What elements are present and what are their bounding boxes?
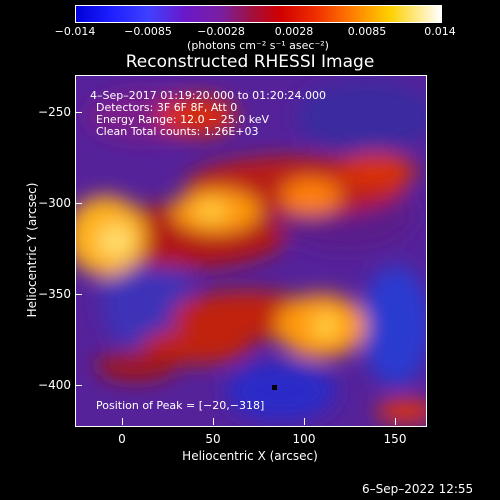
x-tick-mark — [122, 418, 123, 425]
annotation-peak-position: Position of Peak = [−20,−318] — [96, 399, 265, 412]
annotation-clean-counts: Clean Total counts: 1.26E+03 — [96, 125, 259, 138]
annotation-energy-range: Energy Range: 12.0 − 25.0 keV — [96, 113, 270, 126]
x-tick-label: 100 — [292, 432, 316, 446]
colorbar-tick-label: 0.0085 — [347, 25, 387, 38]
y-tick-label: −300 — [38, 196, 71, 210]
x-tick-mark — [304, 418, 305, 425]
image-panel: 4–Sep–2017 01:19:20.000 to 01:20:24.000 … — [75, 75, 427, 427]
x-tick-label: 0 — [118, 432, 126, 446]
x-tick-label: 50 — [205, 432, 221, 446]
reconstructed-image — [76, 76, 426, 426]
colorbar — [75, 5, 442, 23]
colorbar-tick-label: 0.014 — [424, 25, 456, 38]
colorbar-tick-label: 0.0028 — [274, 25, 314, 38]
colorbar-tick-label: −0.0085 — [124, 25, 172, 38]
colorbar-tick-label: −0.014 — [54, 25, 96, 38]
colorbar-units: (photons cm⁻² s⁻¹ asec⁻²) — [187, 39, 329, 52]
x-tick-label: 150 — [383, 432, 407, 446]
plot-title: Reconstructed RHESSI Image — [125, 52, 375, 72]
y-tick-label: −350 — [38, 287, 71, 301]
colorbar-tick-label: −0.0028 — [197, 25, 245, 38]
x-axis-label: Heliocentric X (arcsec) — [182, 449, 318, 463]
y-tick-mark — [75, 203, 82, 204]
timestamp: 6–Sep–2022 12:55 — [362, 482, 474, 496]
y-tick-mark — [75, 112, 82, 113]
y-axis-label: Heliocentric Y (arcsec) — [25, 182, 39, 318]
annotation-time-range: 4–Sep–2017 01:19:20.000 to 01:20:24.000 — [90, 89, 327, 102]
annotation-detectors: Detectors: 3F 6F 8F, Att 0 — [96, 101, 238, 114]
y-tick-label: −400 — [38, 378, 71, 392]
y-tick-mark — [75, 385, 82, 386]
y-tick-label: −250 — [38, 105, 71, 119]
x-tick-mark — [395, 418, 396, 425]
y-tick-mark — [75, 294, 82, 295]
x-tick-mark — [213, 418, 214, 425]
